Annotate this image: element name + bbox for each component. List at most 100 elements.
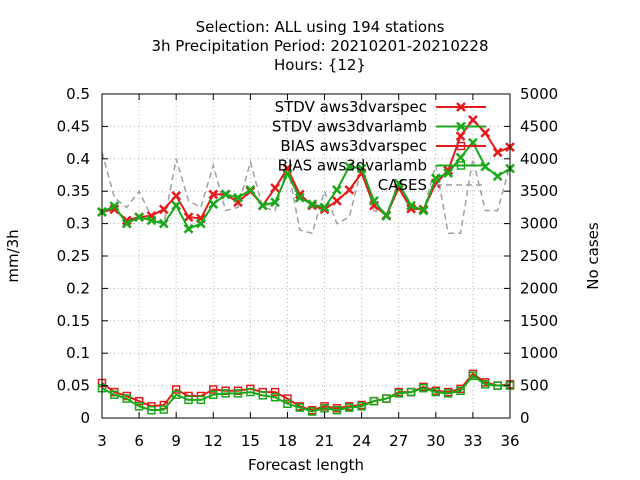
y2-tick-label: 2500 xyxy=(520,247,558,265)
data-point xyxy=(319,202,330,213)
data-point xyxy=(443,168,454,178)
data-point xyxy=(481,380,490,389)
data-point xyxy=(345,403,354,412)
data-point xyxy=(270,183,280,193)
data-point xyxy=(220,189,231,200)
series-stdv-aws3dvarlamb xyxy=(97,137,515,234)
y2-tick-label: 2000 xyxy=(520,279,558,297)
data-point xyxy=(196,218,206,229)
data-point xyxy=(183,223,194,234)
data-point xyxy=(246,387,255,397)
y2-tick-label: 4000 xyxy=(520,150,558,168)
data-point xyxy=(344,185,355,195)
data-point xyxy=(357,402,366,411)
x-tick-label: 9 xyxy=(171,432,181,450)
y2-tick-label: 500 xyxy=(520,377,549,395)
data-point xyxy=(418,205,429,216)
legend-marker xyxy=(456,161,466,170)
data-point xyxy=(208,199,219,210)
y2-tick-label: 5000 xyxy=(520,85,558,103)
legend-marker xyxy=(456,102,466,112)
x-tick-label: 36 xyxy=(500,432,519,450)
legend-label: STDV aws3dvarspec xyxy=(275,98,427,116)
data-point xyxy=(430,173,441,184)
title-line-1: Selection: ALL using 194 stations xyxy=(196,18,445,36)
title-line-3: Hours: {12} xyxy=(274,56,366,74)
series-area xyxy=(97,115,515,416)
data-point xyxy=(110,390,119,399)
series-line xyxy=(101,152,511,235)
data-point xyxy=(369,396,379,406)
x-axis-label: Forecast length xyxy=(248,456,364,474)
data-point xyxy=(406,387,416,397)
data-point xyxy=(270,387,280,397)
series-line xyxy=(101,374,510,413)
y2-tick-label: 4500 xyxy=(520,117,558,135)
data-point xyxy=(209,390,218,399)
data-point xyxy=(221,389,230,398)
y2-axis-label: No cases xyxy=(584,222,602,290)
data-point xyxy=(480,161,491,172)
y-tick-label: 0.35 xyxy=(57,182,90,200)
y-tick-label: 0.25 xyxy=(57,247,90,265)
data-point xyxy=(258,391,267,400)
data-point xyxy=(431,387,441,397)
y-tick-label: 0.1 xyxy=(66,344,90,362)
data-point xyxy=(419,383,428,393)
y-tick-label: 0.45 xyxy=(57,117,90,135)
legend-marker xyxy=(456,121,466,132)
data-point xyxy=(171,200,182,211)
data-point xyxy=(455,131,466,142)
data-point xyxy=(122,394,131,403)
data-point xyxy=(171,390,181,399)
y2-tick-label: 1000 xyxy=(520,344,558,362)
data-point xyxy=(492,147,503,158)
data-point xyxy=(332,196,342,206)
legend-marker xyxy=(456,141,466,151)
data-point xyxy=(270,393,280,402)
data-point xyxy=(147,405,156,415)
data-point xyxy=(109,201,120,211)
y2-tick-label: 1500 xyxy=(520,312,558,330)
series-line xyxy=(101,140,511,231)
data-point xyxy=(121,218,132,229)
data-point xyxy=(134,402,144,411)
axis-ticks: 3 6 9 12 15 18 21 24 27 30 33 3600.050.10.150.20.25… xyxy=(57,85,559,450)
x-tick-label: 27 xyxy=(389,432,408,450)
grid xyxy=(102,94,510,418)
data-point xyxy=(480,127,491,138)
y2-tick-label: 0 xyxy=(520,409,530,427)
y-tick-label: 0.5 xyxy=(66,85,90,103)
data-point xyxy=(468,115,478,125)
x-tick-label: 24 xyxy=(352,432,371,450)
data-point xyxy=(146,215,157,226)
data-point xyxy=(171,385,181,394)
data-point xyxy=(394,389,403,398)
data-point xyxy=(245,185,256,195)
x-tick-label: 33 xyxy=(463,432,482,450)
data-point xyxy=(406,200,416,211)
data-point xyxy=(294,192,305,203)
data-point xyxy=(332,185,342,195)
data-point xyxy=(134,212,144,223)
data-point xyxy=(158,218,169,229)
data-point xyxy=(456,386,465,396)
x-tick-label: 18 xyxy=(278,432,297,450)
y-tick-label: 0.05 xyxy=(57,377,90,395)
data-point xyxy=(159,405,169,414)
x-tick-label: 6 xyxy=(134,432,144,450)
data-point xyxy=(270,197,280,208)
x-tick-label: 21 xyxy=(315,432,334,450)
y-axis-label: mm/3h xyxy=(4,229,22,282)
data-point xyxy=(208,189,219,200)
data-point xyxy=(382,394,391,403)
y-tick-label: 0.15 xyxy=(57,312,90,330)
legend-label: STDV aws3dvarlamb xyxy=(272,118,427,136)
legend-label: BIAS aws3dvarspec xyxy=(280,137,427,155)
data-point xyxy=(283,399,292,408)
data-point xyxy=(307,407,317,416)
data-point xyxy=(320,404,329,413)
data-point xyxy=(196,395,206,405)
